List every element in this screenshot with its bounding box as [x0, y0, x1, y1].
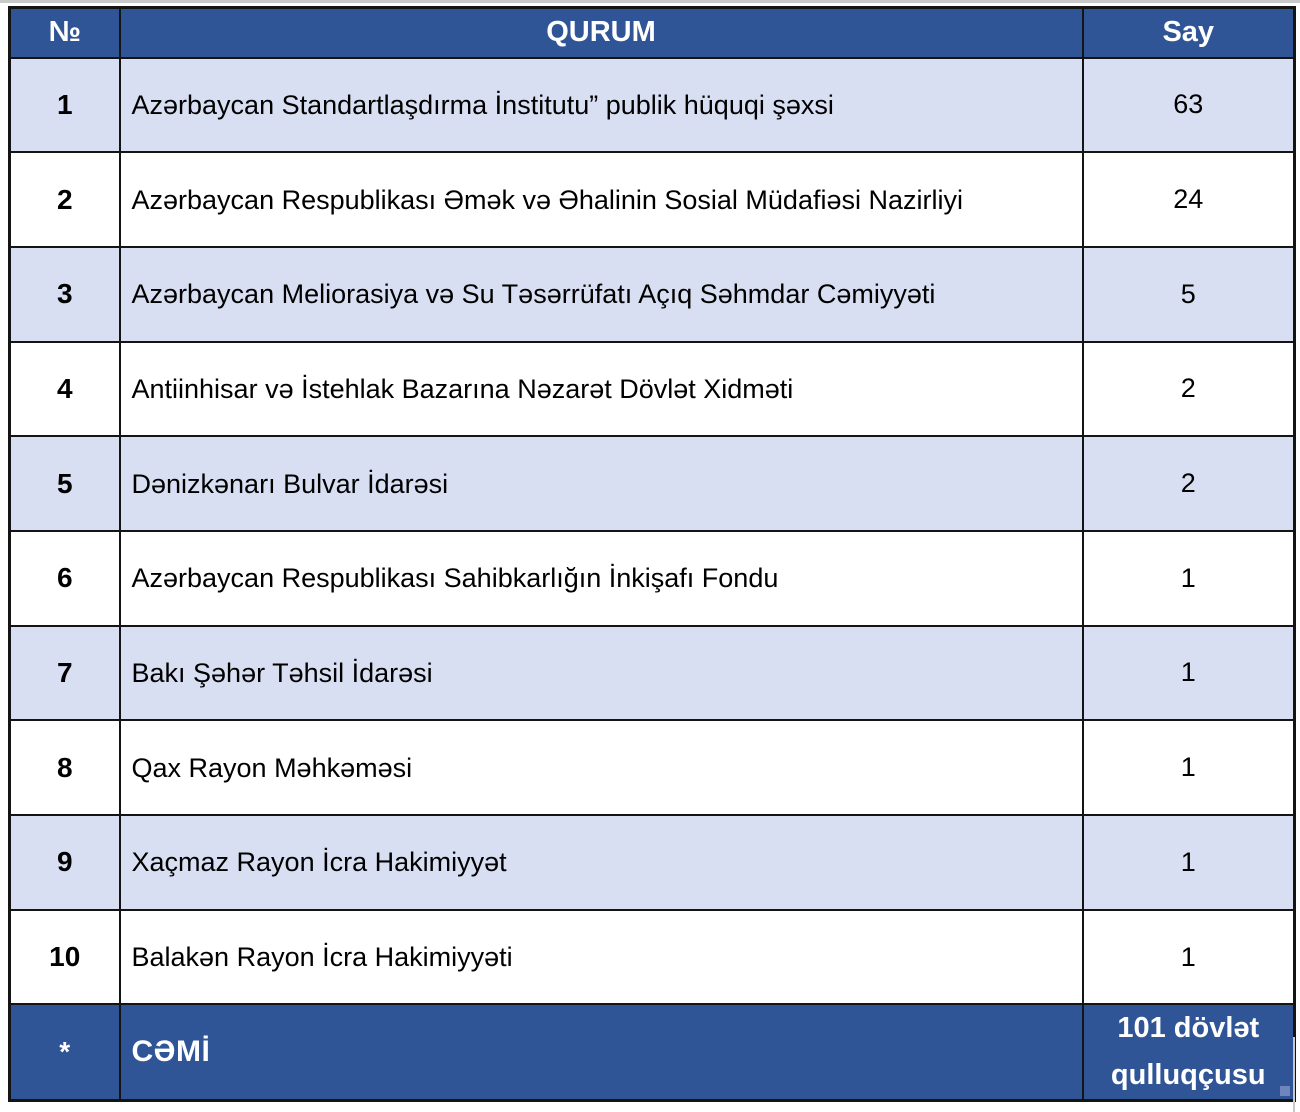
- total-cell-count: 101 dövlət qulluqçusu: [1081, 1003, 1296, 1102]
- cell-no: 1: [8, 56, 121, 154]
- selection-handle-artifact: [1280, 1086, 1290, 1097]
- cell-no: 9: [8, 814, 121, 911]
- total-cell-label: CƏMİ: [118, 1003, 1084, 1102]
- table-body: 1 Azərbaycan Standartlaşdırma İnstitutu” …: [8, 56, 1296, 1006]
- screenshot-top-edge-line: [0, 0, 1300, 3]
- cell-no: 7: [8, 624, 121, 722]
- header-cell-qurum: QURUM: [118, 6, 1084, 59]
- cell-no: 2: [8, 151, 121, 248]
- cell-no: 8: [8, 719, 121, 816]
- header-row: № QURUM Say: [8, 6, 1296, 59]
- cell-say: 24: [1081, 151, 1296, 248]
- cell-qurum: Bakı Şəhər Təhsil İdarəsi: [118, 624, 1084, 722]
- cell-qurum: Dənizkənarı Bulvar İdarəsi: [118, 435, 1084, 532]
- total-count-text: 101 dövlət qulluqçusu: [1110, 1012, 1266, 1092]
- total-row: * CƏMİ 101 dövlət qulluqçusu: [8, 1003, 1296, 1102]
- table-row: 8 Qax Rayon Məhkəməsi 1: [8, 719, 1296, 816]
- cell-qurum: Azərbaycan Respublikası Sahibkarlığın İn…: [118, 529, 1084, 627]
- table-row: 4 Antiinhisar və İstehlak Bazarına Nəzarə…: [8, 340, 1296, 438]
- cell-say: 2: [1081, 435, 1296, 532]
- cell-no: 10: [8, 908, 121, 1006]
- cell-say: 63: [1081, 56, 1296, 154]
- table-row: 10 Balakən Rayon İcra Hakimiyyəti 1: [8, 908, 1296, 1006]
- table-row: 9 Xaçmaz Rayon İcra Hakimiyyət 1: [8, 814, 1296, 911]
- header-cell-say: Say: [1081, 6, 1296, 59]
- cell-no: 5: [8, 435, 121, 532]
- cell-qurum: Azərbaycan Meliorasiya və Su Təsərrüfatı…: [118, 245, 1084, 343]
- table-row: 1 Azərbaycan Standartlaşdırma İnstitutu” …: [8, 56, 1296, 154]
- cell-qurum: Xaçmaz Rayon İcra Hakimiyyət: [118, 814, 1084, 911]
- cell-say: 2: [1081, 340, 1296, 438]
- table-row: 3 Azərbaycan Meliorasiya və Su Təsərrüfat…: [8, 245, 1296, 343]
- cell-qurum: Azərbaycan Respublikası Əmək və Əhalinin…: [118, 151, 1084, 248]
- cell-no: 3: [8, 245, 121, 343]
- cell-qurum: Qax Rayon Məhkəməsi: [118, 719, 1084, 816]
- cell-say: 1: [1081, 719, 1296, 816]
- header-cell-no: №: [8, 6, 121, 59]
- cell-no: 6: [8, 529, 121, 627]
- cell-say: 1: [1081, 908, 1296, 1006]
- cell-qurum: Azərbaycan Standartlaşdırma İnstitutu” p…: [118, 56, 1084, 154]
- cell-say: 5: [1081, 245, 1296, 343]
- cell-say: 1: [1081, 529, 1296, 627]
- cell-qurum: Antiinhisar və İstehlak Bazarına Nəzarət…: [118, 340, 1084, 438]
- table-row: 7 Bakı Şəhər Təhsil İdarəsi 1: [8, 624, 1296, 722]
- qurum-count-table: № QURUM Say 1 Azərbaycan Standartlaşdırma…: [8, 6, 1296, 1103]
- cell-say: 1: [1081, 814, 1296, 911]
- cell-say: 1: [1081, 624, 1296, 722]
- cell-no: 4: [8, 340, 121, 438]
- table-row: 2 Azərbaycan Respublikası Əmək və Əhalini…: [8, 151, 1296, 248]
- total-cell-asterisk: *: [8, 1003, 121, 1102]
- cell-qurum: Balakən Rayon İcra Hakimiyyəti: [118, 908, 1084, 1006]
- table-row: 5 Dənizkənarı Bulvar İdarəsi 2: [8, 435, 1296, 532]
- table-row: 6 Azərbaycan Respublikası Sahibkarlığın İ…: [8, 529, 1296, 627]
- screenshot-right-edge-line: [1293, 1037, 1295, 1112]
